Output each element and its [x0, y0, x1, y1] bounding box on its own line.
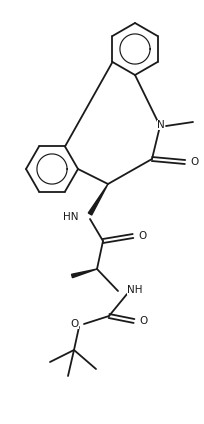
Text: O: O	[190, 157, 198, 167]
Polygon shape	[72, 269, 97, 278]
Text: O: O	[138, 231, 146, 241]
Text: NH: NH	[127, 285, 143, 295]
Text: O: O	[139, 316, 147, 326]
Text: N: N	[157, 120, 165, 130]
Polygon shape	[88, 184, 108, 215]
Text: O: O	[71, 319, 79, 329]
Text: HN: HN	[63, 212, 79, 222]
